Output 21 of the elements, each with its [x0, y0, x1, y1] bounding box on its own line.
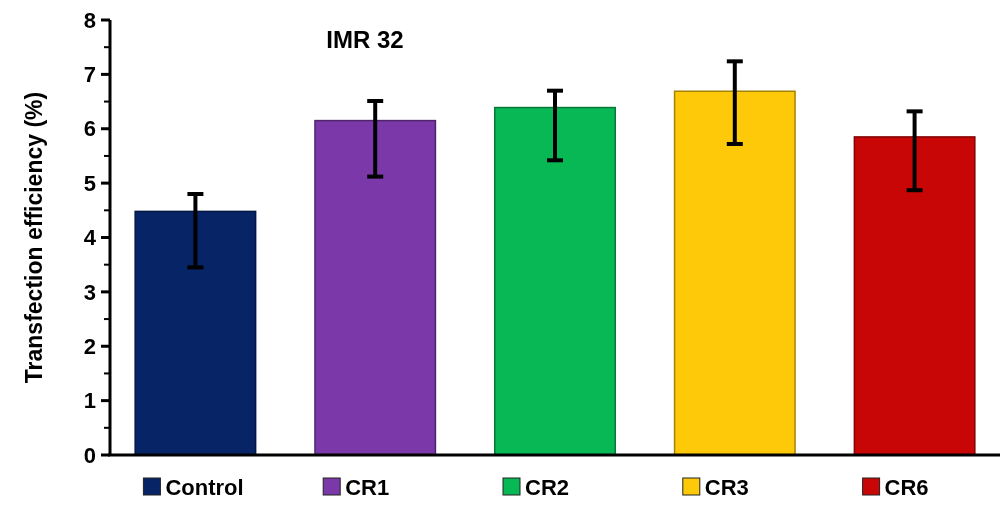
- y-tick-label: 8: [83, 7, 96, 33]
- x-tick-label: CR3: [704, 474, 749, 500]
- bar: [134, 210, 257, 456]
- chart-title: IMR 32: [326, 26, 404, 53]
- bar: [494, 106, 616, 456]
- bar: [853, 136, 976, 456]
- bar: [673, 90, 796, 456]
- y-tick-label: 3: [83, 279, 96, 305]
- y-tick-label: 5: [83, 170, 96, 196]
- x-tick-label: CR1: [345, 474, 390, 500]
- y-tick-label: 1: [83, 388, 96, 414]
- x-tick-label: CR2: [525, 474, 570, 500]
- bar: [314, 119, 437, 456]
- y-axis-title: Transfection efficiency (%): [21, 91, 47, 384]
- y-tick-label: 6: [83, 116, 96, 142]
- x-tick-label: CR6: [884, 474, 929, 500]
- y-tick-label: 0: [83, 442, 96, 468]
- y-tick-label: 2: [83, 333, 96, 359]
- y-tick-label: 4: [83, 225, 97, 251]
- x-tick-label: Control: [165, 474, 244, 500]
- y-tick-label: 7: [83, 62, 96, 88]
